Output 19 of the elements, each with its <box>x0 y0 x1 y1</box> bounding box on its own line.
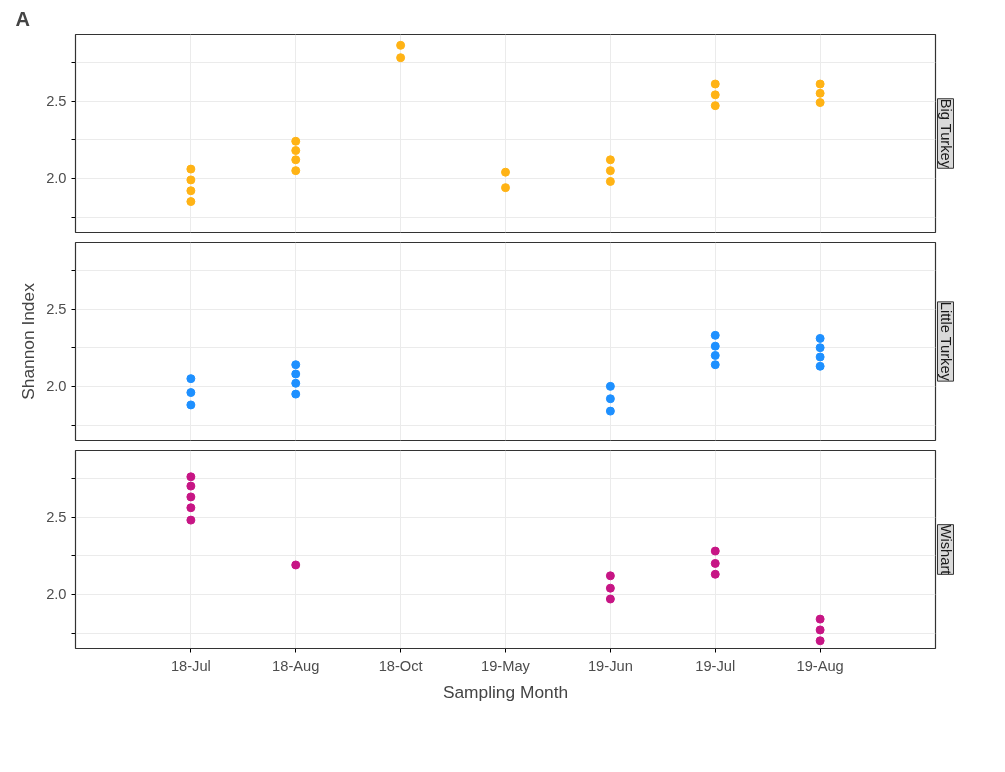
y-tick-label: 2.0 <box>46 586 67 603</box>
y-tick-label: 2.0 <box>46 378 67 395</box>
text: A <box>15 7 30 30</box>
x-tick-label: 19-Aug <box>796 657 844 674</box>
x-tick-label: 19-May <box>481 657 531 674</box>
x-tick-label: 18-Jul <box>170 657 211 674</box>
x-tick-label: 18-Oct <box>378 657 423 674</box>
text: Wishart <box>937 524 954 575</box>
x-tick-label: 18-Aug <box>272 657 320 674</box>
text: Big Turkey <box>937 98 954 169</box>
y-tick-label: 2.0 <box>46 170 67 187</box>
y-axis-title: Shannon Index <box>18 282 39 400</box>
y-tick-label: 2.5 <box>46 301 67 318</box>
y-tick-label: 2.5 <box>46 509 67 526</box>
x-axis-title: Sampling Month <box>442 681 569 702</box>
y-tick-label: 2.5 <box>46 93 67 110</box>
x-tick-label: 19-Jun <box>587 657 633 674</box>
text: Little Turkey <box>937 301 954 382</box>
x-tick-label: 19-Jul <box>695 657 736 674</box>
